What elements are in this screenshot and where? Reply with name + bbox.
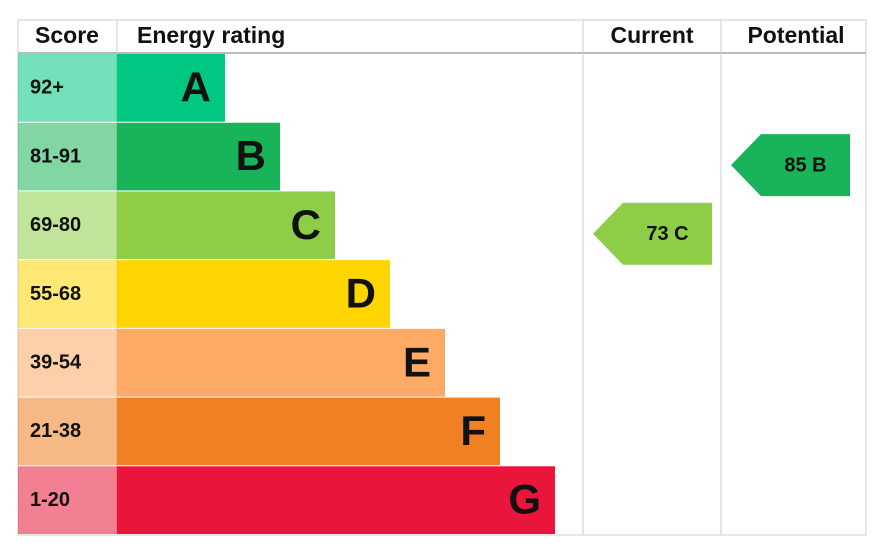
score-cell <box>18 328 117 397</box>
score-label: 39-54 <box>30 351 82 373</box>
score-cell <box>18 466 117 534</box>
rating-letter: B <box>236 132 266 179</box>
score-cell <box>18 397 117 466</box>
score-label: 81-91 <box>30 145 81 167</box>
header-potential: Potential <box>747 22 844 48</box>
score-label: 1-20 <box>30 489 70 511</box>
rating-bar <box>117 466 555 534</box>
score-cell <box>18 122 117 191</box>
score-cell <box>18 54 117 122</box>
rating-bar <box>117 54 225 122</box>
rating-letter: E <box>403 338 431 385</box>
header-score: Score <box>35 22 99 48</box>
score-label: 21-38 <box>30 420 81 442</box>
rating-letter: F <box>460 407 486 454</box>
current-arrow <box>593 202 712 265</box>
current-label: 73 C <box>646 223 688 245</box>
score-label: 69-80 <box>30 214 81 236</box>
rating-bar <box>117 122 280 191</box>
rating-bar <box>117 260 390 328</box>
rating-letter: G <box>508 476 541 523</box>
rating-bar <box>117 328 445 397</box>
potential-arrow <box>731 134 850 197</box>
rating-letter: A <box>181 63 211 110</box>
rating-bar <box>117 191 335 260</box>
rating-letter: D <box>346 270 376 317</box>
score-label: 55-68 <box>30 283 81 305</box>
rating-bar <box>117 397 500 466</box>
rating-letter: C <box>291 201 321 248</box>
score-cell <box>18 260 117 328</box>
potential-label: 85 B <box>784 154 826 176</box>
score-cell <box>18 191 117 260</box>
header-energy: Energy rating <box>137 22 285 48</box>
header-current: Current <box>610 22 693 48</box>
score-label: 92+ <box>30 77 64 99</box>
